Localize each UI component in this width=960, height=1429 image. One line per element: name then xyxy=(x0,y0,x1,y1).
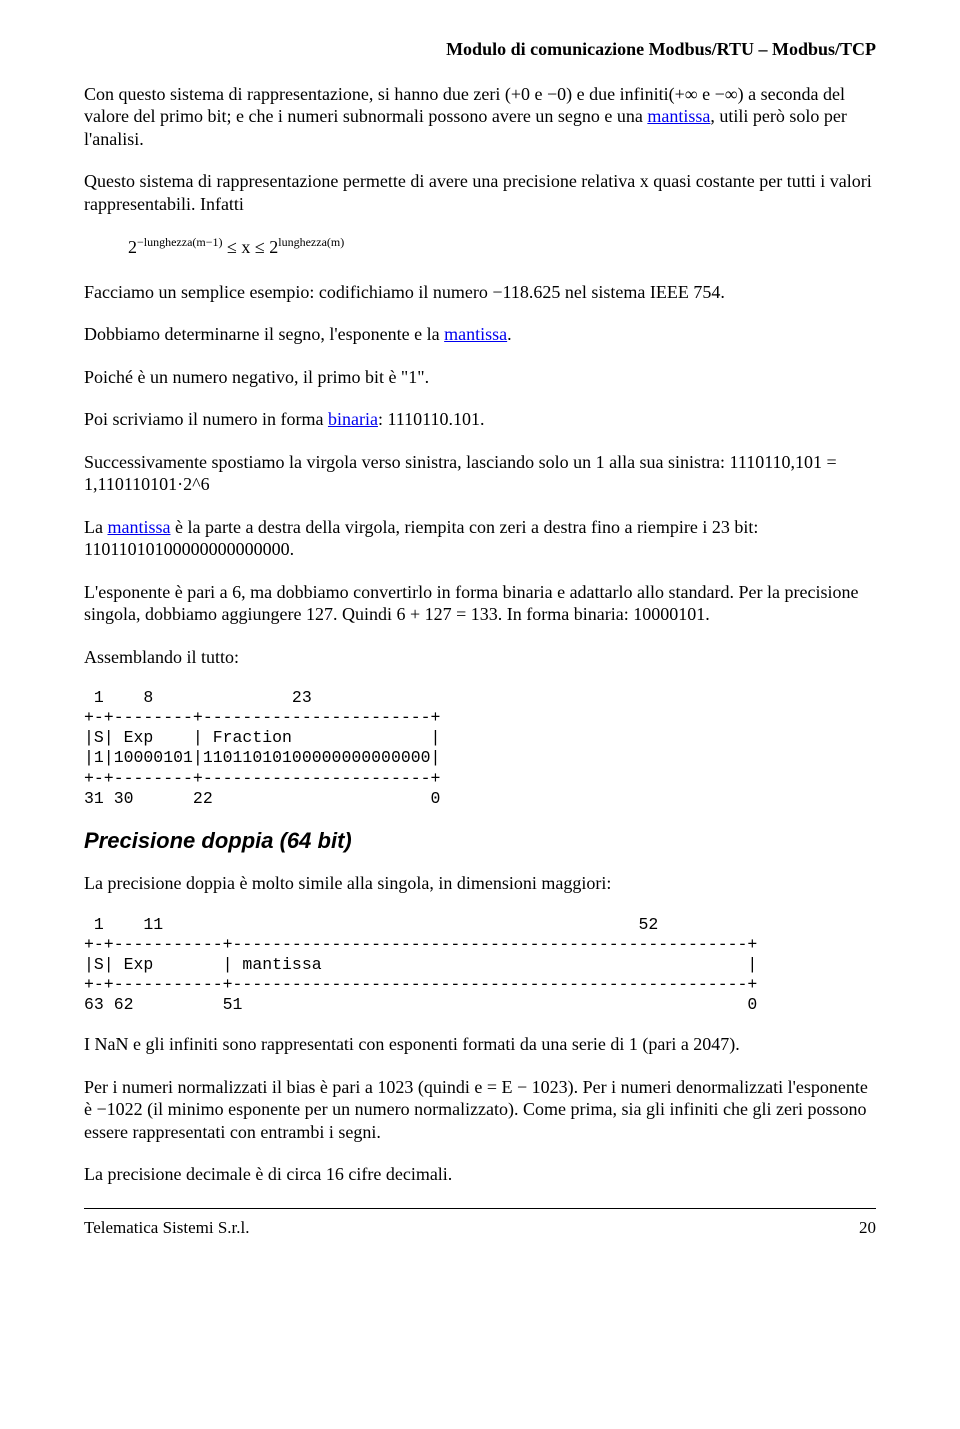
section-heading-double: Precisione doppia (64 bit) xyxy=(84,827,876,855)
bit-diagram-32: 1 8 23 +-+--------+---------------------… xyxy=(84,688,876,809)
footer-page-number: 20 xyxy=(859,1217,876,1238)
paragraph-8: La mantissa è la parte a destra della vi… xyxy=(84,516,876,561)
paragraph-11: La precisione doppia è molto simile alla… xyxy=(84,872,876,895)
p8-text-2: è la parte a destra della virgola, riemp… xyxy=(84,517,758,560)
formula-exp-2: lunghezza(m) xyxy=(278,235,344,249)
footer-divider xyxy=(84,1208,876,1209)
p4-text-1: Dobbiamo determinarne il segno, l'espone… xyxy=(84,324,444,344)
paragraph-1: Con questo sistema di rappresentazione, … xyxy=(84,83,876,151)
paragraph-9: L'esponente è pari a 6, ma dobbiamo conv… xyxy=(84,581,876,626)
paragraph-7: Successivamente spostiamo la virgola ver… xyxy=(84,451,876,496)
header-title: Modulo di comunicazione Modbus/RTU – Mod… xyxy=(446,39,876,59)
formula-precision: 2−lunghezza(m−1) ≤ x ≤ 2lunghezza(m) xyxy=(128,235,876,259)
paragraph-4: Dobbiamo determinarne il segno, l'espone… xyxy=(84,323,876,346)
page-footer: Telematica Sistemi S.r.l. 20 xyxy=(84,1217,876,1238)
p4-text-2: . xyxy=(507,324,512,344)
formula-exp-1: −lunghezza(m−1) xyxy=(137,235,223,249)
paragraph-6: Poi scriviamo il numero in forma binaria… xyxy=(84,408,876,431)
paragraph-5: Poiché è un numero negativo, il primo bi… xyxy=(84,366,876,389)
paragraph-14: La precisione decimale è di circa 16 cif… xyxy=(84,1163,876,1186)
link-binaria[interactable]: binaria xyxy=(328,409,378,429)
paragraph-12: I NaN e gli infiniti sono rappresentati … xyxy=(84,1033,876,1056)
link-mantissa-3[interactable]: mantissa xyxy=(107,517,170,537)
paragraph-10: Assemblando il tutto: xyxy=(84,646,876,669)
bit-diagram-64: 1 11 52 +-+-----------+-----------------… xyxy=(84,915,876,1016)
footer-company: Telematica Sistemi S.r.l. xyxy=(84,1217,249,1238)
page-header: Modulo di comunicazione Modbus/RTU – Mod… xyxy=(84,38,876,61)
paragraph-13: Per i numeri normalizzati il bias è pari… xyxy=(84,1076,876,1144)
p6-text-2: : 1110110.101. xyxy=(378,409,485,429)
paragraph-3: Facciamo un semplice esempio: codifichia… xyxy=(84,281,876,304)
formula-base-1: 2 xyxy=(128,237,137,257)
p6-text-1: Poi scriviamo il numero in forma xyxy=(84,409,328,429)
link-mantissa-2[interactable]: mantissa xyxy=(444,324,507,344)
formula-mid: ≤ x ≤ xyxy=(223,237,270,257)
link-mantissa-1[interactable]: mantissa xyxy=(647,106,710,126)
formula-base-2: 2 xyxy=(269,237,278,257)
paragraph-2: Questo sistema di rappresentazione perme… xyxy=(84,170,876,215)
p8-text-1: La xyxy=(84,517,107,537)
